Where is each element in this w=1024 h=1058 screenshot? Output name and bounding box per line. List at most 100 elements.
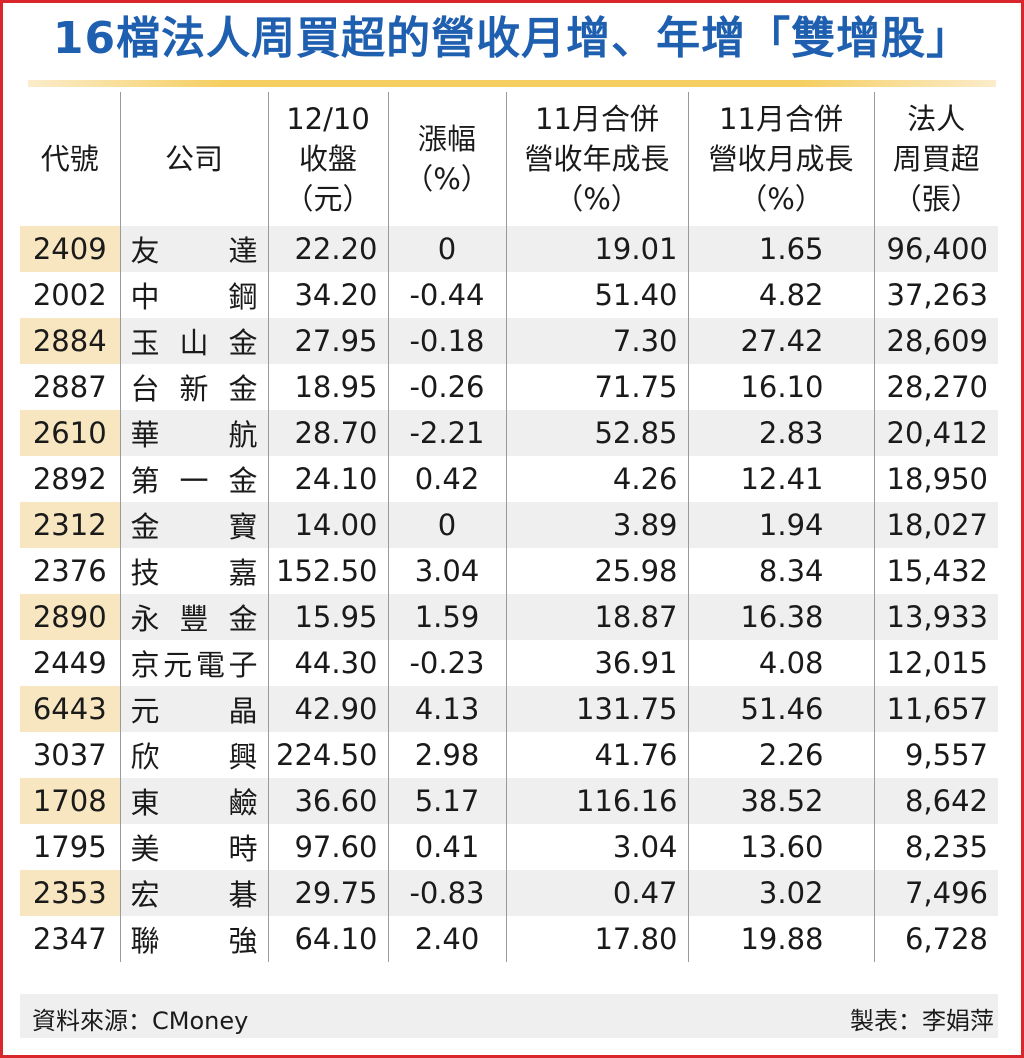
revenue-mom-cell: 8.34	[687, 548, 874, 594]
revenue-yoy-cell: 51.40	[505, 272, 688, 318]
company-name-char: 技	[130, 556, 160, 590]
company-name-char: 晶	[228, 694, 258, 728]
revenue-mom-cell: 19.88	[687, 916, 874, 962]
close-price-cell: 97.60	[267, 824, 388, 870]
stock-code-cell: 2312	[20, 502, 120, 548]
company-name-char: 永	[130, 602, 160, 636]
table-row: 2884 玉山金 27.95 -0.18 7.30 27.42 28,609	[20, 318, 998, 364]
company-name-char: 強	[228, 924, 258, 958]
revenue-yoy-cell: 131.75	[505, 686, 688, 732]
company-name-char: 玉	[130, 326, 160, 360]
close-price-cell: 34.20	[267, 272, 388, 318]
header-code: 代號	[20, 92, 120, 226]
net-buy-cell: 18,027	[873, 502, 998, 548]
revenue-yoy-cell: 7.30	[505, 318, 688, 364]
company-name: 永豐金	[131, 596, 258, 638]
company-name-char: 京	[130, 648, 160, 682]
revenue-mom-cell: 16.10	[687, 364, 874, 410]
table-row: 2002 中鋼 34.20 -0.44 51.40 4.82 37,263	[20, 272, 998, 318]
table-row: 1795 美時 97.60 0.41 3.04 13.60 8,235	[20, 824, 998, 870]
company-name: 元晶	[131, 688, 258, 730]
header-line: （張）	[892, 182, 980, 216]
title-divider	[28, 80, 996, 87]
revenue-yoy-cell: 3.89	[505, 502, 688, 548]
table-header: 代號 公司 12/10 收盤 （元） 漲幅 （%） 11月合併 營收年成長 （%） 11月…	[20, 92, 998, 226]
company-name-char: 新	[179, 372, 209, 406]
change-pct-cell: 4.13	[387, 686, 506, 732]
header-line: （%）	[554, 182, 640, 216]
revenue-mom-cell: 3.02	[687, 870, 874, 916]
net-buy-cell: 12,015	[873, 640, 998, 686]
header-revenue-yoy: 11月合併 營收年成長 （%）	[505, 92, 688, 226]
table-row: 2610 華航 28.70 -2.21 52.85 2.83 20,412	[20, 410, 998, 456]
stock-code-cell: 2610	[20, 410, 120, 456]
stock-code-cell: 3037	[32, 738, 107, 772]
close-price-cell: 152.50	[267, 548, 388, 594]
header-line: 漲幅	[417, 122, 476, 156]
revenue-yoy-cell: 25.98	[505, 548, 688, 594]
stock-code-cell: 6443	[20, 686, 120, 732]
company-name-cell: 宏碁	[119, 870, 268, 916]
header-line: （元）	[284, 182, 372, 216]
change-pct-cell: 0.42	[387, 456, 506, 502]
company-name: 第一金	[131, 458, 258, 500]
revenue-mom-cell: 1.65	[687, 226, 874, 272]
close-price-cell: 22.20	[267, 226, 388, 272]
company-name-char: 電	[195, 648, 225, 682]
company-name-char: 金	[228, 602, 258, 636]
company-name: 京元電子	[131, 642, 258, 684]
company-name-cell: 元晶	[119, 686, 268, 732]
stock-code-cell: 2884	[20, 318, 120, 364]
stock-code-cell: 2376	[32, 554, 107, 588]
company-name: 東鹼	[131, 780, 258, 822]
company-name-cell: 東鹼	[119, 778, 268, 824]
company-name: 欣興	[131, 734, 258, 776]
table-row: 2376 技嘉 152.50 3.04 25.98 8.34 15,432	[20, 548, 998, 594]
company-name-char: 第	[130, 464, 160, 498]
company-name-char: 山	[179, 326, 209, 360]
company-name: 玉山金	[131, 320, 258, 362]
header-line: 營收年成長	[524, 142, 670, 176]
company-name-char: 元	[130, 694, 160, 728]
table-row: 2312 金寶 14.00 0 3.89 1.94 18,027	[20, 502, 998, 548]
company-name-char: 華	[130, 418, 160, 452]
company-name-cell: 美時	[119, 824, 268, 870]
company-name-char: 東	[130, 786, 160, 820]
change-pct-cell: -0.23	[387, 640, 506, 686]
change-pct-cell: 0.41	[387, 824, 506, 870]
table-body: 2409 友達 22.20 0 19.01 1.65 96,400 2002 中鋼 34.20 -0…	[20, 226, 998, 962]
revenue-yoy-cell: 4.26	[505, 456, 688, 502]
close-price-cell: 224.50	[267, 732, 388, 778]
company-name: 美時	[131, 826, 258, 868]
company-name-char: 航	[228, 418, 258, 452]
revenue-yoy-cell: 71.75	[505, 364, 688, 410]
revenue-yoy-cell: 18.87	[505, 594, 688, 640]
company-name-char: 中	[130, 280, 160, 314]
company-name-char: 一	[179, 464, 209, 498]
revenue-yoy-cell: 52.85	[505, 410, 688, 456]
company-name: 華航	[131, 412, 258, 454]
table-row: 2353 宏碁 29.75 -0.83 0.47 3.02 7,496	[20, 870, 998, 916]
company-name-char: 元	[163, 648, 193, 682]
table-row: 2892 第一金 24.10 0.42 4.26 12.41 18,950	[20, 456, 998, 502]
net-buy-cell: 7,496	[873, 870, 998, 916]
company-name: 中鋼	[131, 274, 258, 316]
header-company: 公司	[119, 92, 268, 226]
company-name: 友達	[131, 228, 258, 270]
header-line: 營收月成長	[708, 142, 854, 176]
revenue-mom-cell: 16.38	[687, 594, 874, 640]
revenue-mom-cell: 12.41	[687, 456, 874, 502]
close-price-cell: 28.70	[267, 410, 388, 456]
revenue-yoy-cell: 41.76	[505, 732, 688, 778]
stock-code-cell: 1708	[20, 778, 120, 824]
stock-code-cell: 2449	[32, 646, 107, 680]
table-row: 2887 台新金 18.95 -0.26 71.75 16.10 28,270	[20, 364, 998, 410]
company-name-char: 金	[228, 464, 258, 498]
table-row: 2449 京元電子 44.30 -0.23 36.91 4.08 12,015	[20, 640, 998, 686]
close-price-cell: 44.30	[267, 640, 388, 686]
company-name-cell: 欣興	[119, 732, 268, 778]
company-name-cell: 聯強	[119, 916, 268, 962]
close-price-cell: 36.60	[267, 778, 388, 824]
close-price-cell: 42.90	[267, 686, 388, 732]
change-pct-cell: 0	[387, 226, 506, 272]
